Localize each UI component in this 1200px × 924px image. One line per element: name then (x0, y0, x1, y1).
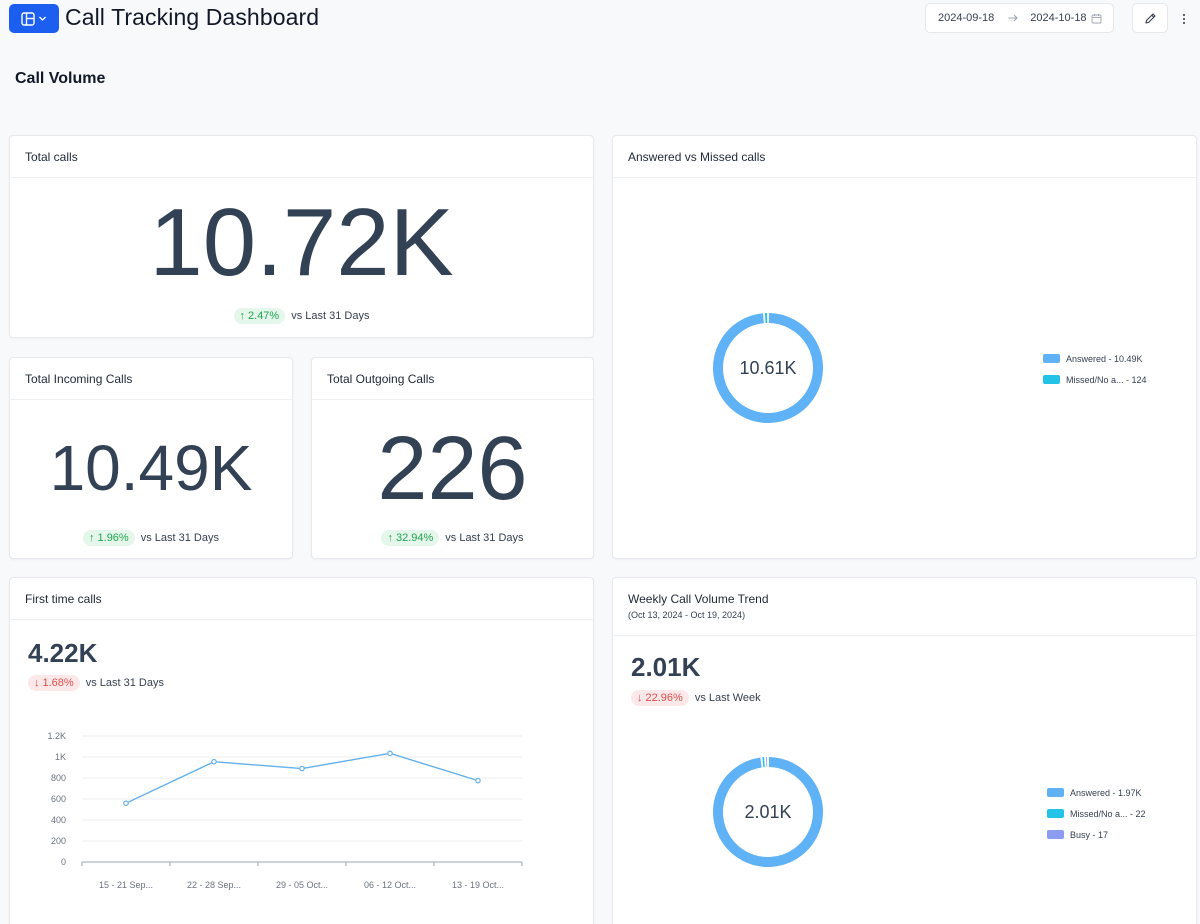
compare-label: vs Last 31 Days (85, 677, 164, 689)
top-bar: Call Tracking Dashboard 2024-09-18 2024-… (0, 0, 1200, 40)
legend-item[interactable]: Answered - 10.49K (1043, 348, 1147, 369)
x-tick-label: 15 - 21 Sep... (99, 880, 153, 890)
chevron-down-icon (39, 16, 46, 21)
legend-label: Missed/No a... - 22 (1070, 808, 1146, 819)
weekly-trend-card: Weekly Call Volume Trend (Oct 13, 2024 -… (612, 577, 1197, 924)
compare-label: vs Last 31 Days (445, 532, 524, 544)
donut-center-label: 10.61K (739, 358, 797, 378)
page-title: Call Tracking Dashboard (65, 4, 320, 30)
data-point[interactable] (299, 765, 305, 772)
legend-swatch (1043, 375, 1060, 384)
donut-center-label: 2.01K (744, 802, 792, 822)
change-badge: ↑ 2.47% (233, 308, 286, 324)
card-header: Weekly Call Volume Trend (Oct 13, 2024 -… (613, 578, 1196, 636)
change-badge: ↑ 32.94% (381, 530, 440, 546)
y-tick-label: 600 (51, 794, 66, 804)
arrow-down-icon: ↓ (637, 692, 643, 704)
trend-row: ↓ 22.96% vs Last Week (631, 690, 761, 706)
compare-label: vs Last 31 Days (291, 310, 370, 322)
card-subtitle: (Oct 13, 2024 - Oct 19, 2024) (628, 610, 746, 620)
legend-label: Busy - 17 (1070, 829, 1109, 840)
first-time-calls-value: 4.22K (28, 638, 98, 668)
card-title: Total calls (10, 136, 593, 178)
weekly-trend-donut (713, 757, 823, 867)
data-point[interactable] (211, 758, 217, 765)
more-vertical-icon (1182, 13, 1186, 25)
card-title: Weekly Call Volume Trend (628, 592, 769, 606)
arrow-right-icon (1008, 14, 1018, 22)
data-point[interactable] (475, 777, 481, 784)
x-tick-label: 06 - 12 Oct... (364, 880, 416, 890)
incoming-calls-card: Total Incoming Calls 10.49K ↑ 1.96% vs L… (9, 357, 293, 559)
trend-row: ↑ 2.47% vs Last 31 Days (10, 308, 593, 324)
x-tick-label: 22 - 28 Sep... (187, 880, 241, 890)
x-tick-label: 29 - 05 Oct... (276, 880, 328, 890)
card-title: Total Incoming Calls (10, 358, 292, 400)
legend-item[interactable]: Answered - 1.97K (1047, 782, 1146, 803)
y-tick-label: 800 (51, 773, 66, 783)
incoming-calls-value: 10.49K (49, 432, 253, 504)
legend-swatch (1043, 354, 1060, 363)
change-badge: ↓ 1.68% (28, 675, 80, 691)
y-tick-label: 1.2K (47, 731, 66, 741)
compare-label: vs Last Week (694, 692, 761, 704)
answered-missed-donut (713, 313, 823, 423)
date-range-picker[interactable]: 2024-09-18 2024-10-18 (925, 3, 1114, 33)
weekly-calls-value: 2.01K (631, 652, 701, 682)
trend-row: ↑ 32.94% vs Last 31 Days (312, 530, 593, 546)
legend-swatch (1047, 809, 1064, 818)
legend-item[interactable]: Missed/No a... - 22 (1047, 803, 1146, 824)
pencil-icon (1144, 12, 1156, 24)
section-title: Call Volume (15, 70, 106, 87)
change-badge: ↑ 1.96% (83, 530, 135, 546)
arrow-up-icon: ↑ (239, 310, 246, 322)
card-title: Total Outgoing Calls (312, 358, 593, 400)
legend-swatch (1047, 830, 1064, 839)
legend-label: Answered - 10.49K (1066, 353, 1143, 364)
compare-label: vs Last 31 Days (140, 532, 219, 544)
arrow-down-icon: ↓ (34, 677, 40, 689)
first-time-calls-card: First time calls 4.22K ↓ 1.68% vs Last 3… (9, 577, 594, 924)
card-title: First time calls (10, 578, 593, 620)
date-end[interactable]: 2024-10-18 (1030, 12, 1087, 24)
y-tick-label: 1K (55, 752, 66, 762)
legend-item[interactable]: Missed/No a... - 124 (1043, 369, 1147, 390)
outgoing-calls-value: 226 (377, 419, 528, 519)
layout-icon (21, 11, 35, 26)
card-title: Answered vs Missed calls (613, 136, 1196, 178)
answered-vs-missed-card: Answered vs Missed calls 10.61K Answered… (612, 135, 1197, 559)
change-badge: ↓ 22.96% (631, 690, 689, 706)
layout-menu-button[interactable] (9, 4, 59, 33)
legend-label: Missed/No a... - 124 (1066, 374, 1147, 385)
edit-button[interactable] (1132, 3, 1168, 33)
y-tick-label: 200 (51, 836, 66, 846)
data-point[interactable] (123, 800, 129, 807)
date-start[interactable]: 2024-09-18 (938, 12, 995, 24)
total-calls-card: Total calls 10.72K ↑ 2.47% vs Last 31 Da… (9, 135, 594, 338)
y-tick-label: 0 (61, 857, 66, 867)
y-tick-label: 400 (51, 815, 66, 825)
total-calls-value: 10.72K (149, 189, 454, 296)
arrow-up-icon: ↑ (387, 532, 393, 544)
arrow-up-icon: ↑ (89, 532, 95, 544)
first-time-calls-line-chart: 0 200 400 600 800 1K 1.2K 15 - 21 Sep... 22 - 28… (47, 731, 523, 890)
trend-row: ↑ 1.96% vs Last 31 Days (10, 530, 292, 546)
donut-legend: Answered - 10.49K Missed/No a... - 124 (1043, 348, 1147, 390)
legend-label: Answered - 1.97K (1070, 787, 1142, 798)
legend-item[interactable]: Busy - 17 (1047, 824, 1146, 845)
legend-swatch (1047, 788, 1064, 797)
outgoing-calls-card: Total Outgoing Calls 226 ↑ 32.94% vs Las… (311, 357, 594, 559)
donut-slice-answered[interactable] (713, 757, 823, 867)
donut-slice-answered[interactable] (713, 313, 823, 423)
calendar-icon (1091, 13, 1102, 24)
x-tick-label: 13 - 19 Oct... (452, 880, 504, 890)
trend-row: ↓ 1.68% vs Last 31 Days (28, 675, 164, 691)
donut-legend: Answered - 1.97K Missed/No a... - 22 Busy … (1047, 782, 1146, 845)
more-options-button[interactable] (1176, 9, 1192, 29)
data-point[interactable] (387, 750, 393, 757)
